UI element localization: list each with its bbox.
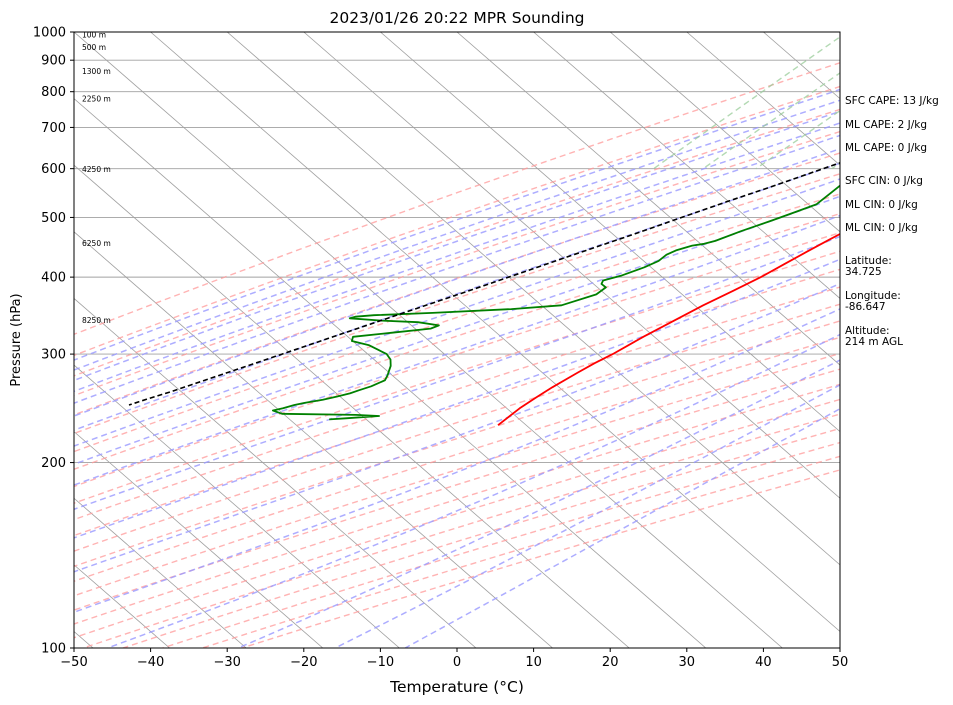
y-tick-label: 400 xyxy=(41,271,66,286)
x-tick-label: 0 xyxy=(453,655,461,670)
height-label: 500 m xyxy=(82,43,106,52)
annotation-text: ML CAPE: 2 J/kg xyxy=(845,119,927,131)
annotation-text: ML CIN: 0 J/kg xyxy=(845,199,918,211)
chart-title: 2023/01/26 20:22 MPR Sounding xyxy=(329,9,584,27)
y-tick-label: 1000 xyxy=(33,26,66,41)
y-tick-label: 500 xyxy=(41,211,66,226)
moist-adiabat-line xyxy=(74,99,840,371)
x-tick-label: 30 xyxy=(679,655,696,670)
height-label: 6250 m xyxy=(82,239,111,248)
dry-adiabat-line xyxy=(74,320,840,568)
annotation-text: ML CIN: 0 J/kg xyxy=(845,222,918,234)
dry-adiabat-line xyxy=(74,336,840,582)
isotherm-line xyxy=(533,32,840,299)
isotherm-line xyxy=(74,32,783,648)
x-tick-label: 10 xyxy=(525,655,542,670)
dry-adiabat-line xyxy=(74,85,840,357)
y-axis-ticks: 100 200 300 400 500 600 700 800 900 1000 xyxy=(33,26,74,657)
x-tick-label: −40 xyxy=(137,655,164,670)
mixing-ratio-line xyxy=(702,72,840,170)
x-tick-label: 50 xyxy=(832,655,849,670)
y-axis-label: Pressure (hPa) xyxy=(9,293,24,386)
x-axis-label: Temperature (°C) xyxy=(389,678,524,696)
isotherm-line xyxy=(456,32,840,366)
isotherm-line xyxy=(74,231,553,648)
moist-adiabat-line xyxy=(74,178,840,447)
moist-adiabat-line xyxy=(74,235,840,511)
moist-adiabat-line xyxy=(107,333,840,648)
x-tick-label: −20 xyxy=(290,655,317,670)
dry-adiabat-line xyxy=(74,286,840,537)
y-tick-label: 900 xyxy=(41,54,66,69)
dry-adiabat-line xyxy=(74,398,840,639)
height-label: 1300 m xyxy=(82,67,111,76)
annotation-text: 34.725 xyxy=(845,266,882,278)
y-tick-label: 700 xyxy=(41,121,66,136)
isotherm-line xyxy=(150,32,840,633)
sounding-annotations: SFC CAPE: 13 J/kg ML CAPE: 2 J/kg ML CAPE:… xyxy=(845,95,939,348)
dry-adiabat-line xyxy=(74,250,840,504)
moist-adiabat-line xyxy=(74,147,840,417)
sounding-lines xyxy=(128,161,840,426)
height-labels: 100 m 500 m 1300 m 2250 m 4250 m 6250 m 8250 m xyxy=(82,31,111,325)
height-label: 2250 m xyxy=(82,95,111,104)
y-tick-label: 300 xyxy=(41,348,66,363)
height-label: 100 m xyxy=(82,31,106,40)
reference-lines xyxy=(74,32,840,648)
annotation-text: Latitude: xyxy=(845,255,892,267)
isotherm-line xyxy=(380,32,840,433)
isotherm-line xyxy=(303,32,840,499)
height-label: 4250 m xyxy=(82,165,111,174)
moist-adiabat-line xyxy=(74,134,840,404)
moist-adiabat-line xyxy=(74,282,840,573)
moist-adiabat-line xyxy=(74,122,840,393)
annotation-text: Altitude: xyxy=(845,325,890,337)
dry-adiabat-line xyxy=(74,62,840,336)
annotation-text: 214 m AGL xyxy=(845,336,903,348)
dry-adiabat-line xyxy=(74,231,840,488)
dry-adiabat-line xyxy=(74,368,840,611)
annotation-text: SFC CIN: 0 J/kg xyxy=(845,175,923,187)
x-tick-label: −50 xyxy=(60,655,87,670)
isotherm-line xyxy=(74,497,247,648)
dewpoint-line xyxy=(272,184,840,421)
x-tick-label: −10 xyxy=(367,655,394,670)
annotation-text: Longitude: xyxy=(845,290,901,302)
annotation-text: -86.647 xyxy=(845,301,886,313)
moist-adiabat-line xyxy=(74,88,840,361)
isotherm-line xyxy=(609,32,840,233)
x-axis-ticks: −50 −40 −30 −20 −10 0 10 20 30 40 50 xyxy=(60,648,848,670)
mixing-ratio-line xyxy=(755,109,840,170)
mixing-ratio-line xyxy=(653,36,840,170)
x-tick-label: −30 xyxy=(213,655,240,670)
annotation-text: ML CAPE: 0 J/kg xyxy=(845,142,927,154)
temperature-line xyxy=(497,233,840,426)
dry-adiabat-line xyxy=(74,152,840,416)
x-tick-label: 20 xyxy=(602,655,619,670)
y-tick-label: 800 xyxy=(41,85,66,100)
moist-adiabat-line xyxy=(74,162,840,432)
y-tick-label: 100 xyxy=(41,642,66,657)
isotherm-line xyxy=(74,164,630,648)
dry-adiabat-line xyxy=(74,108,840,377)
height-label: 8250 m xyxy=(82,316,111,325)
dry-adiabat-line xyxy=(74,193,840,453)
x-tick-label: 40 xyxy=(755,655,772,670)
isotherm-line xyxy=(74,364,400,648)
y-tick-label: 200 xyxy=(41,456,66,471)
moist-adiabat-line xyxy=(74,258,840,539)
isotherm-line xyxy=(226,32,840,566)
y-tick-label: 600 xyxy=(41,162,66,177)
annotation-text: SFC CAPE: 13 J/kg xyxy=(845,95,939,107)
isotherm-line xyxy=(74,431,324,648)
